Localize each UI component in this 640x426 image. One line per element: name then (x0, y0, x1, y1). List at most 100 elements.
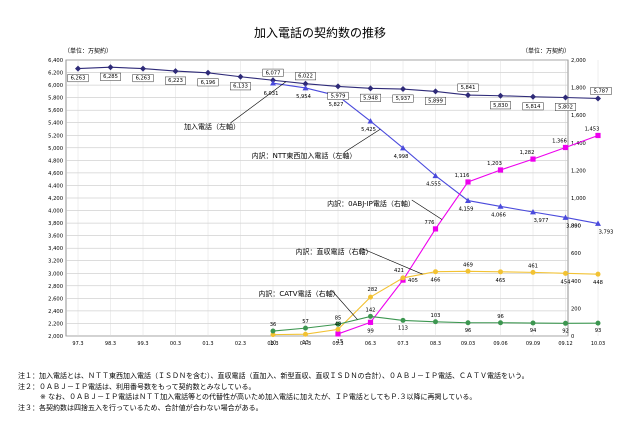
data-label-ntt: 4,159 (459, 207, 474, 213)
data-point-4 (530, 320, 536, 326)
legend-label: 内訳：直収電話（右軸） (296, 247, 373, 256)
right-axis-tick-label: 200 (571, 306, 581, 312)
data-point-4 (498, 320, 503, 326)
data-label-direct: 461 (528, 263, 538, 269)
data-label-direct: 421 (394, 268, 404, 274)
legend-label: 内訳：0ABJ-IP電話（右軸） (327, 199, 415, 208)
data-point-4 (563, 320, 568, 326)
data-label-subscriber-box (327, 91, 349, 100)
data-label-subscriber: 5,841 (461, 85, 476, 91)
data-label-direct: 469 (463, 262, 473, 268)
data-label-subscriber-box (590, 87, 612, 95)
data-label-subscriber-box (132, 74, 154, 83)
x-axis-tick-label: 97.3 (72, 341, 83, 347)
data-point-3 (270, 332, 276, 338)
data-label-subscriber-box (165, 76, 186, 85)
data-label-catv: 94 (530, 328, 537, 334)
left-axis-tick-label: 5,800 (48, 96, 63, 102)
data-label-subscriber: 6,223 (168, 78, 183, 84)
x-axis-tick-label: 03.3 (267, 341, 278, 347)
data-label-ntt: 5,827 (329, 102, 344, 108)
x-axis-tick-label: 08.3 (430, 341, 441, 347)
x-axis-tick-label: 98.3 (105, 341, 116, 347)
data-point-0 (530, 93, 536, 100)
data-point-3 (368, 294, 373, 300)
data-label-subscriber: 5,948 (363, 95, 378, 101)
data-label-subscriber: 6,263 (136, 76, 151, 82)
data-point-1 (432, 172, 439, 179)
legend-leader-line (344, 128, 381, 153)
data-point-3 (498, 269, 503, 275)
legend-label: 加入電話（左軸） (184, 122, 240, 131)
left-axis-tick-label: 5,600 (48, 108, 63, 114)
data-point-4 (433, 319, 438, 325)
right-axis-tick-label: 1,200 (571, 168, 586, 174)
data-point-3 (595, 271, 601, 277)
data-label-subscriber-box (67, 74, 89, 83)
left-axis-tick-label: 2,000 (48, 334, 63, 340)
data-point-3 (433, 269, 438, 275)
data-label-ip: 1,116 (455, 173, 470, 179)
footnote-3: 注３：各契約数は四捨五入を行っているため、合計値が合わない場合がある。 (18, 403, 263, 412)
data-label-subscriber: 5,937 (396, 96, 411, 102)
data-label-subscriber: 6,022 (298, 74, 313, 80)
data-label-ntt: 6,031 (264, 91, 279, 97)
data-label-subscriber: 6,263 (71, 76, 86, 82)
footnote-2: 注２：０ＡＢＪ－ＩＰ電話は、利用番号数をもって契約数とみなしている。 (18, 382, 256, 391)
data-point-1 (530, 208, 536, 215)
data-point-2 (530, 156, 536, 162)
data-label-catv: 57 (302, 319, 309, 325)
data-label-ip: 776 (425, 220, 435, 226)
data-label-catv: 92 (562, 328, 569, 334)
legend-label: 内訳：NTT東西加入電話（左軸） (252, 151, 357, 160)
data-label-subscriber-box (197, 78, 219, 87)
data-point-1 (465, 197, 471, 203)
right-axis-tick-label: 800 (571, 224, 581, 230)
data-label-direct: 465 (496, 278, 506, 284)
data-point-3 (303, 331, 308, 337)
data-label-ip: 1,366 (552, 138, 567, 144)
data-point-0 (302, 80, 309, 87)
left-axis-tick-label: 2,600 (48, 296, 63, 302)
x-axis-tick-label: 05.3 (332, 341, 343, 347)
data-label-catv: 85 (335, 315, 342, 321)
legend-leader-line (331, 289, 358, 320)
data-label-catv: 113 (398, 325, 408, 331)
left-axis-tick-label: 3,000 (48, 271, 63, 277)
data-point-3 (465, 268, 471, 274)
data-label-subscriber-box (522, 102, 544, 111)
left-axis-tick-label: 6,000 (48, 83, 63, 89)
data-label-subscriber: 6,077 (266, 70, 281, 76)
left-axis-unit: （単位：万契約） (64, 47, 112, 55)
data-label-ntt: 3,793 (599, 230, 614, 236)
data-label-subscriber-box (295, 72, 316, 81)
data-label-ntt: 3,890 (566, 223, 581, 229)
data-label-catv: 96 (465, 328, 472, 334)
data-point-3 (400, 275, 406, 281)
x-axis-tick-label: 10.03 (591, 341, 605, 347)
data-label-subscriber-box (262, 68, 284, 77)
data-label-direct: 48 (335, 321, 342, 327)
left-axis-tick-label: 4,000 (48, 209, 63, 215)
data-point-0 (335, 83, 341, 90)
data-label-subscriber-box (490, 101, 511, 110)
data-label-direct: 448 (593, 280, 603, 286)
data-point-0 (465, 92, 471, 99)
legend-leader-line (230, 81, 287, 124)
right-axis-tick-label: 1,600 (571, 113, 586, 119)
data-label-subscriber: 5,814 (526, 104, 542, 110)
data-point-1 (400, 144, 406, 151)
left-axis-tick-label: 5,200 (48, 133, 63, 139)
data-label-ip: 99 (367, 328, 374, 334)
data-point-0 (107, 64, 114, 71)
data-point-2 (562, 144, 569, 151)
data-label-subscriber-box (457, 83, 479, 92)
data-point-2 (465, 179, 471, 185)
data-label-catv: 96 (497, 314, 504, 320)
data-label-direct: 10 (270, 341, 277, 347)
chart-title: 加入電話の契約数の推移 (254, 25, 386, 40)
data-label-direct: 454 (561, 279, 572, 285)
right-axis-tick-label: 1,800 (571, 86, 586, 92)
data-label-ntt: 3,977 (534, 218, 549, 224)
x-axis-tick-label: 09.06 (493, 341, 507, 347)
